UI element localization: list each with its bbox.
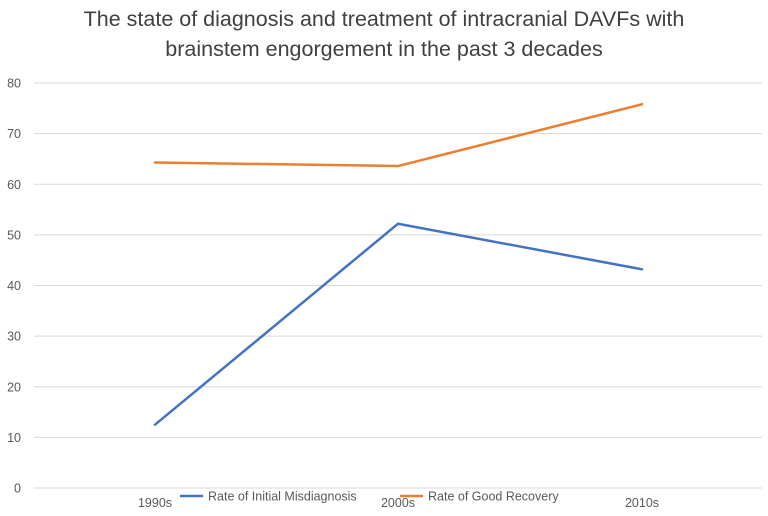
y-tick-label: 30 [7,330,21,344]
legend-label-0: Rate of Initial Misdiagnosis [208,490,357,504]
legend: Rate of Initial Misdiagnosis Rate of Good… [180,490,559,504]
series-line-0 [153,222,644,426]
y-tick-label: 20 [7,380,21,394]
chart-title-line-1: The state of diagnosis and treatment of … [83,7,685,31]
y-tick-label: 10 [7,431,21,445]
x-tick-label: 1990s [138,496,172,510]
y-tick-label: 0 [14,482,21,496]
y-tick-label: 60 [7,178,21,192]
y-axis-ticks: 0 10 20 30 40 50 60 70 80 [7,77,21,496]
y-tick-label: 80 [7,77,21,91]
series-line-1 [153,103,644,168]
y-tick-label: 50 [7,228,21,242]
x-tick-label: 2000s [381,496,415,510]
chart-title: The state of diagnosis and treatment of … [0,4,768,64]
x-axis-ticks: 1990s 2000s 2010s [138,496,659,510]
gridlines [34,82,762,489]
series-lines [153,103,644,426]
y-tick-label: 40 [7,279,21,293]
y-tick-label: 70 [7,127,21,141]
x-tick-label: 2010s [625,496,659,510]
legend-label-1: Rate of Good Recovery [428,490,559,504]
chart-title-line-2: brainstem engorgement in the past 3 deca… [165,37,603,61]
